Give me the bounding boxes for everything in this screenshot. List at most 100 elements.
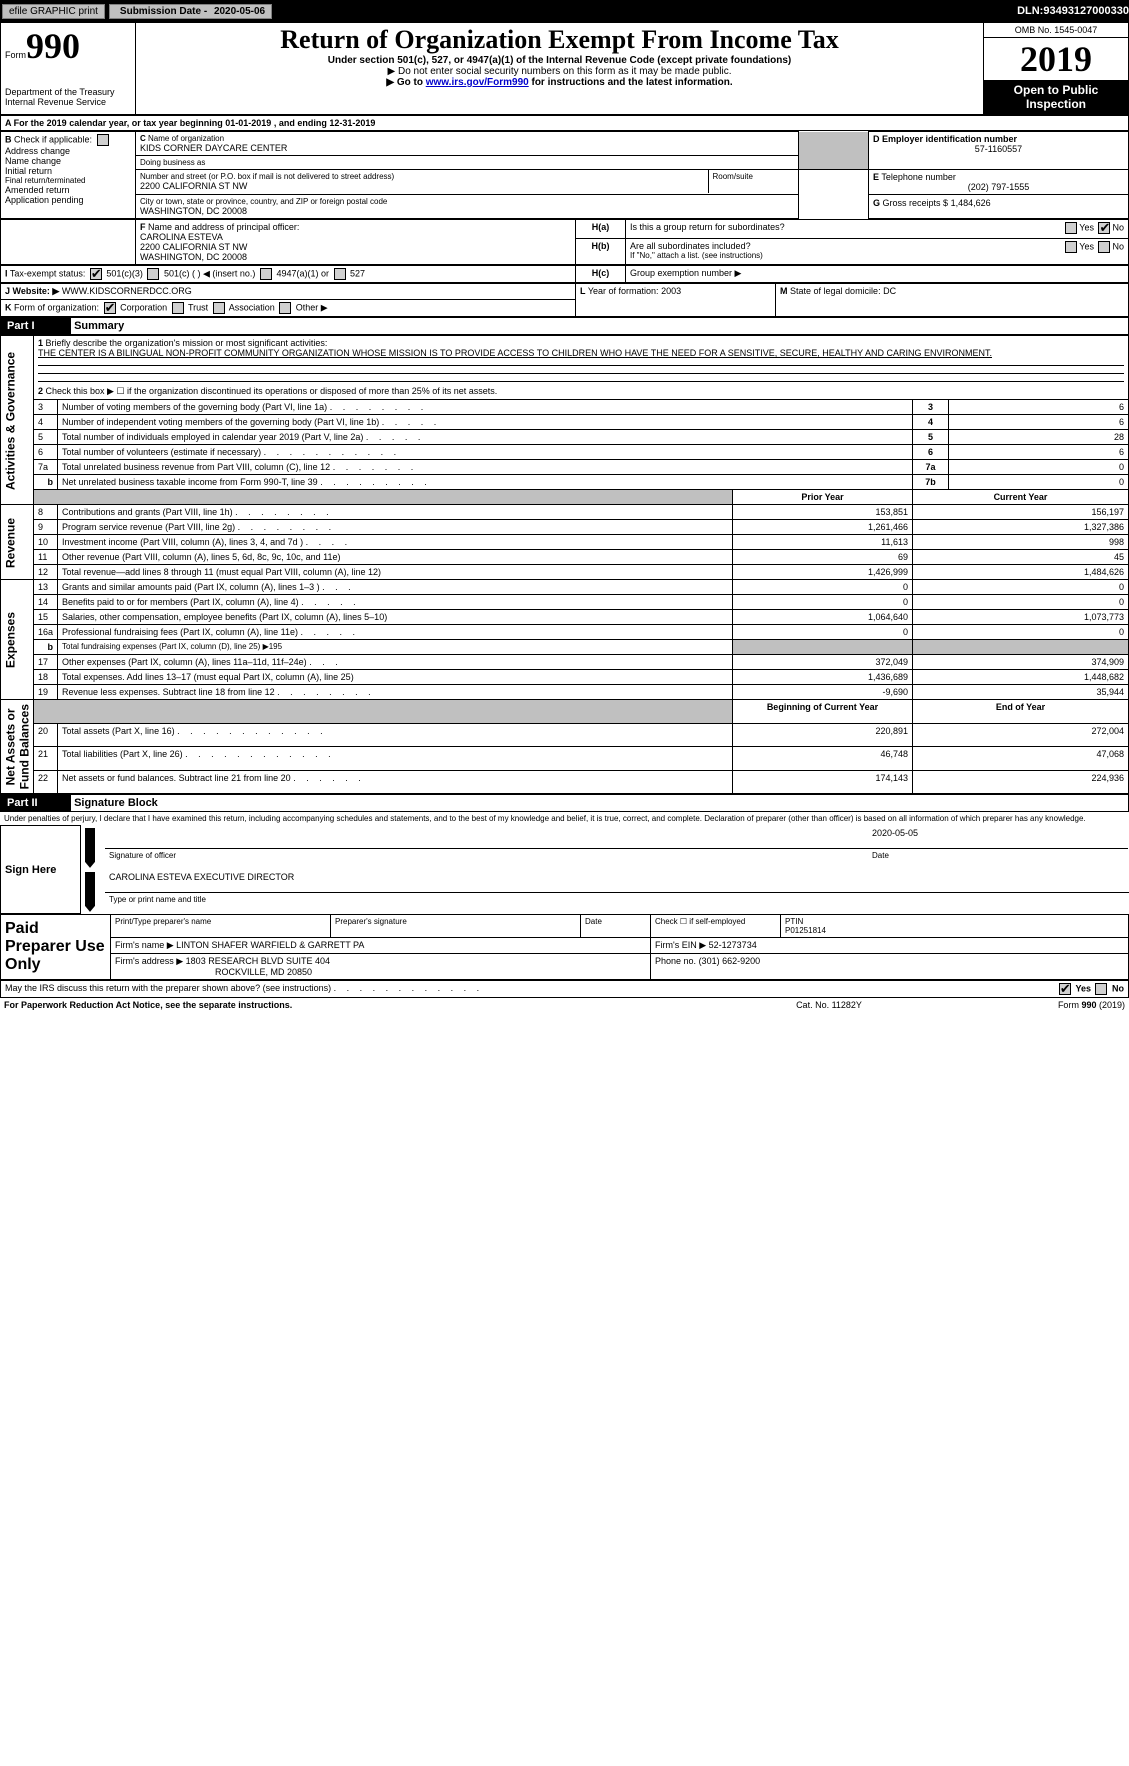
i-4947-checkbox[interactable]: [260, 268, 272, 280]
row-8-text: Contributions and grants (Part VIII, lin…: [58, 505, 733, 520]
row-17-num: 17: [34, 655, 58, 670]
form-subtitle-2: ▶ Do not enter social security numbers o…: [140, 66, 979, 77]
sig-date-label: Date: [868, 849, 1128, 870]
may-irs-discuss: May the IRS discuss this return with the…: [1, 981, 929, 998]
name-arrow-icon: [85, 872, 95, 912]
sig-officer-label: Signature of officer: [105, 849, 868, 870]
row-4-text: Number of independent voting members of …: [58, 415, 913, 430]
row-19-num: 19: [34, 685, 58, 700]
row-7a-num: 7a: [34, 460, 58, 475]
open-to-public-badge: Open to Public Inspection: [984, 80, 1128, 114]
i-501c-checkbox[interactable]: [147, 268, 159, 280]
row-7b-num: b: [34, 475, 58, 490]
b-application-pending: Application pending: [5, 195, 131, 205]
row-6: 6Total number of volunteers (estimate if…: [1, 445, 1129, 460]
footer-form: Form 990 (2019): [929, 998, 1129, 1012]
row-3: 3Number of voting members of the governi…: [1, 400, 1129, 415]
irs-link[interactable]: www.irs.gov/Form990: [426, 77, 529, 88]
row-7a-val: 0: [949, 460, 1129, 475]
perjury-statement: Under penalties of perjury, I declare th…: [0, 812, 1129, 825]
k-other-checkbox[interactable]: [279, 302, 291, 314]
col-beginning: Beginning of Current Year: [733, 700, 913, 724]
officer-name-title: CAROLINA ESTEVA EXECUTIVE DIRECTOR: [105, 870, 1129, 893]
phone-value: (202) 797-1555: [873, 182, 1124, 192]
firm-phone-cell: Phone no. (301) 662-9200: [651, 954, 1129, 980]
row-21-num: 21: [34, 747, 58, 771]
side-net-assets: Net Assets or Fund Balances: [1, 700, 34, 794]
line-l: L Year of formation: 2003: [576, 284, 776, 317]
h-a-yes-checkbox[interactable]: [1065, 222, 1077, 234]
box-f: F Name and address of principal officer:…: [136, 220, 576, 265]
row-21-prior: 46,748: [733, 747, 913, 771]
omb-number: OMB No. 1545-0047: [984, 23, 1128, 38]
row-17-current: 374,909: [913, 655, 1129, 670]
line-2: 2 Check this box ▶ ☐ if the organization…: [34, 384, 1129, 400]
h-a-no-checkbox[interactable]: [1098, 222, 1110, 234]
line-1: 1 Briefly describe the organization's mi…: [34, 336, 1129, 385]
footer-pra: For Paperwork Reduction Act Notice, see …: [0, 998, 729, 1012]
row-5: 5Total number of individuals employed in…: [1, 430, 1129, 445]
i-501c3-checkbox[interactable]: [90, 268, 102, 280]
h-b: Are all subordinates included? Yes No If…: [626, 238, 1129, 264]
top-bar: efile GRAPHIC print Submission Date - 20…: [0, 0, 1129, 22]
may-irs-answer: Yes No: [929, 981, 1129, 998]
row-18-num: 18: [34, 670, 58, 685]
form-number: 990: [26, 26, 80, 66]
row-10-current: 998: [913, 535, 1129, 550]
h-b-yes-checkbox[interactable]: [1065, 241, 1077, 253]
row-12-current: 1,484,626: [913, 565, 1129, 580]
row-3-num: 3: [34, 400, 58, 415]
spacer-grey: [799, 132, 869, 170]
row-10-num: 10: [34, 535, 58, 550]
k-trust-checkbox[interactable]: [172, 302, 184, 314]
may-yes-checkbox[interactable]: [1059, 983, 1071, 995]
department-label: Department of the Treasury Internal Reve…: [5, 87, 131, 107]
summary-table: Activities & Governance 1 Briefly descri…: [0, 335, 1129, 794]
row-16b-prior: [733, 640, 913, 655]
k-assoc-checkbox[interactable]: [213, 302, 225, 314]
sig-date-value: 2020-05-05: [868, 826, 1128, 849]
submission-date-btn[interactable]: Submission Date - 2020-05-06: [109, 4, 272, 19]
form-title: Return of Organization Exempt From Incom…: [140, 25, 979, 55]
footer-cat: Cat. No. 11282Y: [729, 998, 929, 1012]
row-7b: bNet unrelated business taxable income f…: [1, 475, 1129, 490]
checkbox-address-change[interactable]: [97, 134, 109, 146]
dln-label: DLN:: [1017, 5, 1043, 17]
row-8-num: 8: [34, 505, 58, 520]
sign-here-label: Sign Here: [1, 826, 81, 914]
row-14-num: 14: [34, 595, 58, 610]
may-no-checkbox[interactable]: [1095, 983, 1107, 995]
tax-year: 2019: [984, 38, 1128, 80]
efile-print-btn[interactable]: efile GRAPHIC print: [2, 4, 105, 19]
row-15-text: Salaries, other compensation, employee b…: [58, 610, 733, 625]
row-17-text: Other expenses (Part IX, column (A), lin…: [58, 655, 733, 670]
h-c-label: H(c): [576, 266, 626, 283]
row-3-val: 6: [949, 400, 1129, 415]
form-subtitle-3: ▶ Go to www.irs.gov/Form990 for instruct…: [140, 77, 979, 88]
i-527-checkbox[interactable]: [334, 268, 346, 280]
h-b-no-checkbox[interactable]: [1098, 241, 1110, 253]
sign-arrow-icon: [85, 828, 95, 868]
row-7a-text: Total unrelated business revenue from Pa…: [58, 460, 913, 475]
box-c-city: City or town, state or province, country…: [136, 195, 799, 219]
row-16a-num: 16a: [34, 625, 58, 640]
firm-ein-cell: Firm's EIN ▶ 52-1273734: [651, 938, 1129, 954]
b-address-change: Address change: [5, 146, 131, 156]
row-20-num: 20: [34, 723, 58, 747]
row-11-prior: 69: [733, 550, 913, 565]
row-19-prior: -9,690: [733, 685, 913, 700]
k-corp-checkbox[interactable]: [104, 302, 116, 314]
row-6-num: 6: [34, 445, 58, 460]
row-5-num: 5: [34, 430, 58, 445]
row-16b-text: Total fundraising expenses (Part IX, col…: [58, 640, 733, 655]
row-16b-num: b: [34, 640, 58, 655]
row-16a-current: 0: [913, 625, 1129, 640]
row-21-text: Total liabilities (Part X, line 26) . . …: [58, 747, 733, 771]
part-ii-header: Part II Signature Block: [0, 794, 1129, 812]
row-5-text: Total number of individuals employed in …: [58, 430, 913, 445]
box-c-room: Room/suite: [708, 170, 798, 193]
col-end: End of Year: [913, 700, 1129, 724]
mission-text: THE CENTER IS A BILINGUAL NON-PROFIT COM…: [38, 348, 992, 358]
row-4-num: 4: [34, 415, 58, 430]
website-value: WWW.KIDSCORNERDCC.ORG: [62, 286, 192, 296]
